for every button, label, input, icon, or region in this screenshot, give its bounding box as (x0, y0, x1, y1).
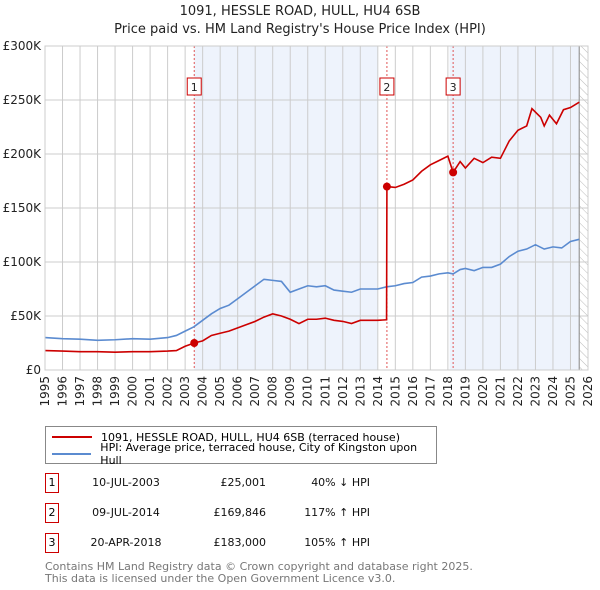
footer-line-2: This data is licensed under the Open Gov… (45, 572, 396, 585)
x-tick-label: 2004 (196, 376, 210, 407)
y-tick-label: £100K (3, 255, 43, 269)
sale-price: £169,846 (213, 506, 267, 519)
x-tick-label: 2026 (581, 376, 595, 407)
sale-point (382, 182, 391, 191)
sale-hpi-change: 105% ↑ HPI (304, 536, 370, 549)
sale-hpi-change: 40% ↓ HPI (311, 476, 370, 489)
x-tick-label: 1998 (91, 376, 105, 407)
y-tick-label: £0 (26, 363, 41, 377)
sale-point (449, 168, 458, 177)
x-tick-label: 2003 (178, 376, 192, 407)
sale-marker-label: 1 (191, 81, 198, 94)
sale-marker-box (379, 77, 395, 96)
sale-marker-label: 2 (383, 81, 390, 94)
sale-date: 20-APR-2018 (90, 536, 162, 549)
x-tick-label: 1996 (56, 376, 70, 407)
x-tick-label: 1999 (108, 376, 122, 407)
x-tick-label: 2002 (161, 376, 175, 407)
sale-marker-box (445, 77, 461, 96)
legend: 1091, HESSLE ROAD, HULL, HU4 6SB (terrac… (45, 426, 437, 467)
sale-date: 09-JUL-2014 (92, 506, 160, 519)
x-tick-label: 2019 (458, 376, 472, 407)
sale-marker-box: 1 (45, 473, 59, 493)
x-tick-label: 2021 (493, 376, 507, 407)
x-tick-label: 2000 (126, 376, 140, 407)
x-tick-label: 2007 (248, 376, 262, 407)
y-tick-label: £150K (3, 201, 43, 215)
chart-subtitle: Price paid vs. HM Land Registry's House … (114, 22, 486, 37)
x-tick-label: 2022 (511, 376, 525, 407)
legend-label-property: 1091, HESSLE ROAD, HULL, HU4 6SB (terrac… (101, 430, 400, 444)
sale-marker-box: 2 (45, 503, 59, 523)
sale-marker-label: 3 (450, 81, 457, 94)
sale-price: £183,000 (213, 536, 267, 549)
property-price-line (44, 101, 580, 353)
plot-border (44, 45, 589, 371)
y-tick-label: £250K (3, 93, 43, 107)
x-tick-label: 1997 (73, 376, 87, 407)
x-tick-label: 2018 (441, 376, 455, 407)
chart-title: 1091, HESSLE ROAD, HULL, HU4 6SB (179, 4, 421, 19)
hpi-line (44, 238, 580, 342)
sale-marker-box: 3 (45, 533, 59, 553)
x-tick-label: 2013 (353, 376, 367, 407)
x-tick-label: 1995 (38, 376, 52, 407)
y-tick-label: £200K (3, 147, 43, 161)
x-tick-label: 2011 (318, 376, 332, 407)
sale-point (190, 338, 199, 347)
y-tick-label: £300K (3, 39, 43, 53)
sale-hpi-change: 117% ↑ HPI (304, 506, 370, 519)
y-tick-label: £50K (10, 309, 42, 323)
x-tick-label: 2014 (371, 376, 385, 407)
x-tick-label: 2025 (563, 376, 577, 407)
sale-date: 10-JUL-2003 (92, 476, 160, 489)
x-tick-label: 2017 (423, 376, 437, 407)
x-tick-label: 2023 (528, 376, 542, 407)
x-tick-label: 2001 (143, 376, 157, 407)
sale-marker-box (186, 77, 202, 96)
sale-price: £25,001 (220, 476, 267, 489)
footer: Contains HM Land Registry data © Crown c… (45, 561, 473, 585)
x-tick-label: 2024 (546, 376, 560, 407)
x-tick-label: 2006 (231, 376, 245, 407)
legend-label-hpi: HPI: Average price, terraced house, City… (100, 441, 418, 467)
x-tick-label: 2016 (406, 376, 420, 407)
x-tick-label: 2009 (283, 376, 297, 407)
x-tick-label: 2008 (266, 376, 280, 407)
x-tick-label: 2010 (301, 376, 315, 407)
x-tick-label: 2020 (476, 376, 490, 407)
x-tick-label: 2005 (213, 376, 227, 407)
plot-area: 1995 1996 1997 1998 1999 2000 2001 2002 2003 2004… (3, 39, 595, 407)
footer-line-1: Contains HM Land Registry data © Crown c… (45, 560, 473, 573)
x-tick-label: 2012 (336, 376, 350, 407)
legend-swatch-hpi (52, 453, 92, 455)
x-tick-label: 2015 (388, 376, 402, 407)
legend-swatch-property (52, 436, 92, 438)
